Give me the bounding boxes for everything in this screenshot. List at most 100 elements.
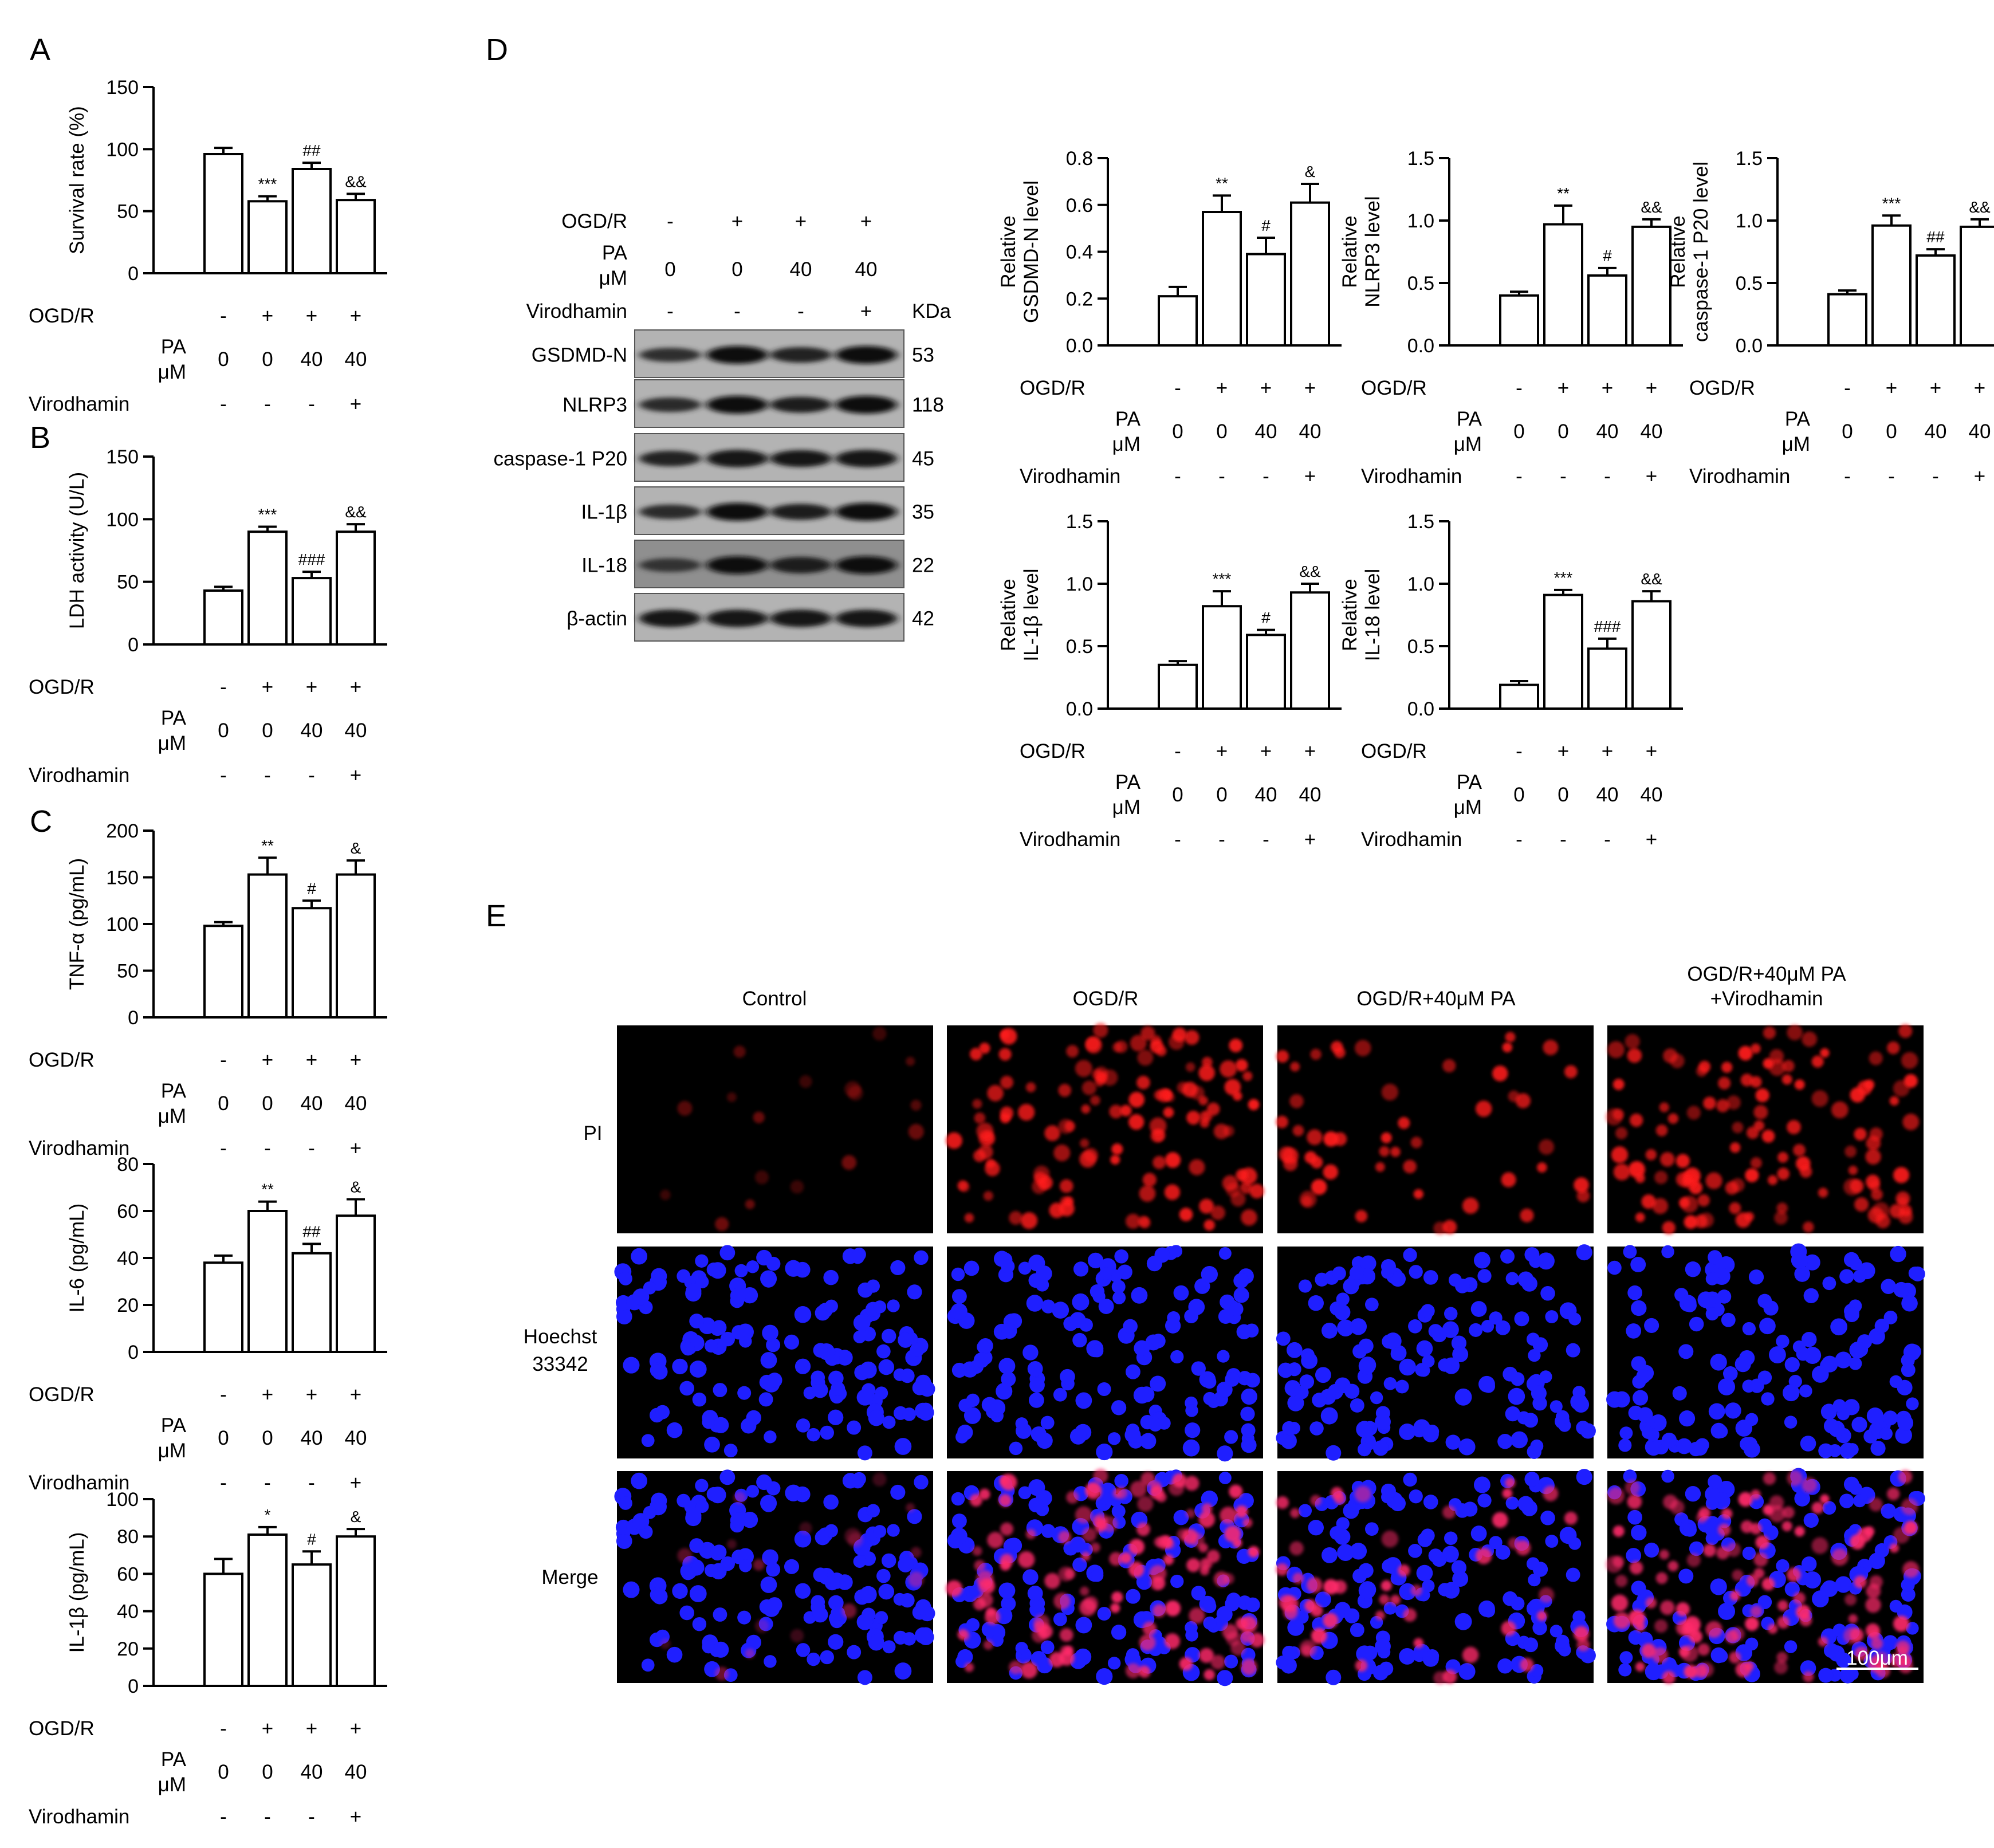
nucleus-dot bbox=[1874, 1318, 1889, 1334]
pi-dot bbox=[1279, 1594, 1294, 1610]
pi-dot bbox=[1075, 1060, 1092, 1078]
wb-band-row: IL-18 22 bbox=[581, 540, 934, 588]
nucleus-dot bbox=[1851, 1417, 1867, 1433]
bar bbox=[336, 1535, 376, 1687]
pi-dot bbox=[1149, 1564, 1167, 1582]
nucleus-dot bbox=[1218, 1309, 1233, 1324]
treatment-pa-value: 0 bbox=[1558, 420, 1568, 443]
treatment-ogdr-value: + bbox=[306, 1717, 317, 1740]
pi-dot bbox=[1184, 1030, 1199, 1045]
nucleus-dot bbox=[1821, 1580, 1838, 1597]
pi-dot bbox=[1059, 1179, 1073, 1193]
nucleus-dot bbox=[847, 1645, 862, 1660]
pi-dot bbox=[1140, 1026, 1155, 1041]
pi-dot bbox=[841, 1603, 857, 1618]
pi-dot bbox=[1323, 1579, 1339, 1595]
nucleus-dot bbox=[1743, 1441, 1760, 1458]
treatment-label-um: μM bbox=[158, 1440, 186, 1462]
pi-dot bbox=[1887, 1487, 1900, 1500]
pi-dot bbox=[1020, 1661, 1038, 1679]
y-tick-label: 150 bbox=[106, 867, 139, 889]
nucleus-dot bbox=[1619, 1426, 1633, 1440]
pi-dot bbox=[1787, 1567, 1801, 1582]
pi-dot bbox=[1149, 1117, 1167, 1135]
pi-dot bbox=[1615, 1575, 1628, 1587]
pi-dot bbox=[1198, 1511, 1215, 1528]
bar bbox=[203, 589, 243, 646]
nucleus-dot bbox=[1689, 1316, 1704, 1332]
pi-dot bbox=[1059, 1650, 1075, 1666]
nucleus-dot bbox=[686, 1283, 702, 1299]
treatment-ogdr-value: + bbox=[1974, 377, 1985, 399]
pi-dot bbox=[1811, 1501, 1824, 1514]
nucleus-dot bbox=[914, 1250, 929, 1265]
nucleus-dot bbox=[1284, 1380, 1301, 1397]
treatment-virodhamin-value: - bbox=[1218, 465, 1225, 487]
bar bbox=[1290, 591, 1330, 710]
nucleus-dot bbox=[898, 1556, 914, 1572]
nucleus-dot bbox=[1185, 1404, 1198, 1417]
nucleus-dot bbox=[1497, 1434, 1513, 1449]
bar bbox=[1631, 225, 1672, 347]
nucleus-dot bbox=[1823, 1418, 1839, 1434]
treatment-ogdr-value: + bbox=[350, 1049, 361, 1071]
pi-dot bbox=[978, 1593, 993, 1608]
pi-dot bbox=[1654, 1619, 1668, 1633]
nucleus-dot bbox=[1800, 1436, 1816, 1452]
pi-dot bbox=[1403, 1159, 1417, 1174]
nucleus-dot bbox=[1822, 1276, 1836, 1291]
pi-dot bbox=[1301, 1645, 1312, 1656]
treatment-label-pa: PA bbox=[161, 1414, 187, 1437]
nucleus-dot bbox=[1202, 1599, 1217, 1614]
treatment-virodhamin-value: - bbox=[220, 1137, 227, 1159]
nucleus-dot bbox=[1505, 1496, 1519, 1510]
wb-band-name: caspase-1 P20 bbox=[494, 448, 627, 470]
nucleus-dot bbox=[998, 1582, 1015, 1599]
pi-dot bbox=[1112, 1488, 1122, 1499]
pi-dot bbox=[1872, 1651, 1890, 1669]
treatment-pa-value: 0 bbox=[218, 348, 229, 371]
pi-dot bbox=[1774, 1660, 1788, 1674]
pi-dot bbox=[1111, 1591, 1123, 1603]
nucleus-dot bbox=[1576, 1244, 1592, 1261]
nucleus-dot bbox=[1910, 1266, 1925, 1281]
pi-dot bbox=[1686, 1553, 1701, 1567]
treatment-label-virodhamin: Virodhamin bbox=[29, 1472, 129, 1494]
nucleus-dot bbox=[1370, 1391, 1383, 1405]
pi-dot bbox=[1307, 1129, 1323, 1145]
y-axis-label: caspase-1 P20 level bbox=[1690, 162, 1712, 342]
nucleus-dot bbox=[1217, 1670, 1233, 1686]
pi-dot bbox=[1138, 1665, 1149, 1676]
nucleus-dot bbox=[1801, 1556, 1817, 1572]
nucleus-dot bbox=[977, 1340, 990, 1354]
significance-label: ## bbox=[1926, 228, 1945, 246]
wb-band bbox=[706, 610, 768, 627]
nucleus-dot bbox=[1372, 1440, 1389, 1456]
treatment-ogdr-value: + bbox=[262, 1383, 273, 1406]
nucleus-dot bbox=[1403, 1472, 1417, 1487]
nucleus-dot bbox=[1473, 1476, 1490, 1493]
nucleus-dot bbox=[1717, 1289, 1732, 1304]
wb-band bbox=[835, 345, 897, 364]
treatment-ogdr-value: + bbox=[306, 1049, 317, 1071]
fluo-col-ogdr: OGD/R bbox=[1073, 988, 1139, 1010]
nucleus-dot bbox=[1844, 1307, 1859, 1322]
nucleus-dot bbox=[1072, 1293, 1090, 1311]
significance-label: ### bbox=[1594, 618, 1621, 635]
nucleus-dot bbox=[873, 1525, 887, 1538]
pi-dot bbox=[1635, 1212, 1645, 1222]
pi-dot bbox=[1777, 1167, 1790, 1180]
nucleus-dot bbox=[1087, 1252, 1104, 1269]
y-tick-label: 100 bbox=[106, 914, 139, 935]
nucleus-dot bbox=[1718, 1378, 1736, 1395]
bar bbox=[1871, 224, 1912, 347]
pi-dot bbox=[1139, 1185, 1156, 1202]
nucleus-dot bbox=[746, 1410, 762, 1426]
y-tick-label: 150 bbox=[106, 77, 139, 99]
nucleus-dot bbox=[1784, 1357, 1800, 1373]
nucleus-dot bbox=[1091, 1344, 1104, 1358]
pi-dot bbox=[1128, 1539, 1145, 1555]
nucleus-dot bbox=[1631, 1524, 1647, 1541]
nucleus-dot bbox=[1528, 1348, 1541, 1362]
nucleus-dot bbox=[1708, 1403, 1725, 1420]
